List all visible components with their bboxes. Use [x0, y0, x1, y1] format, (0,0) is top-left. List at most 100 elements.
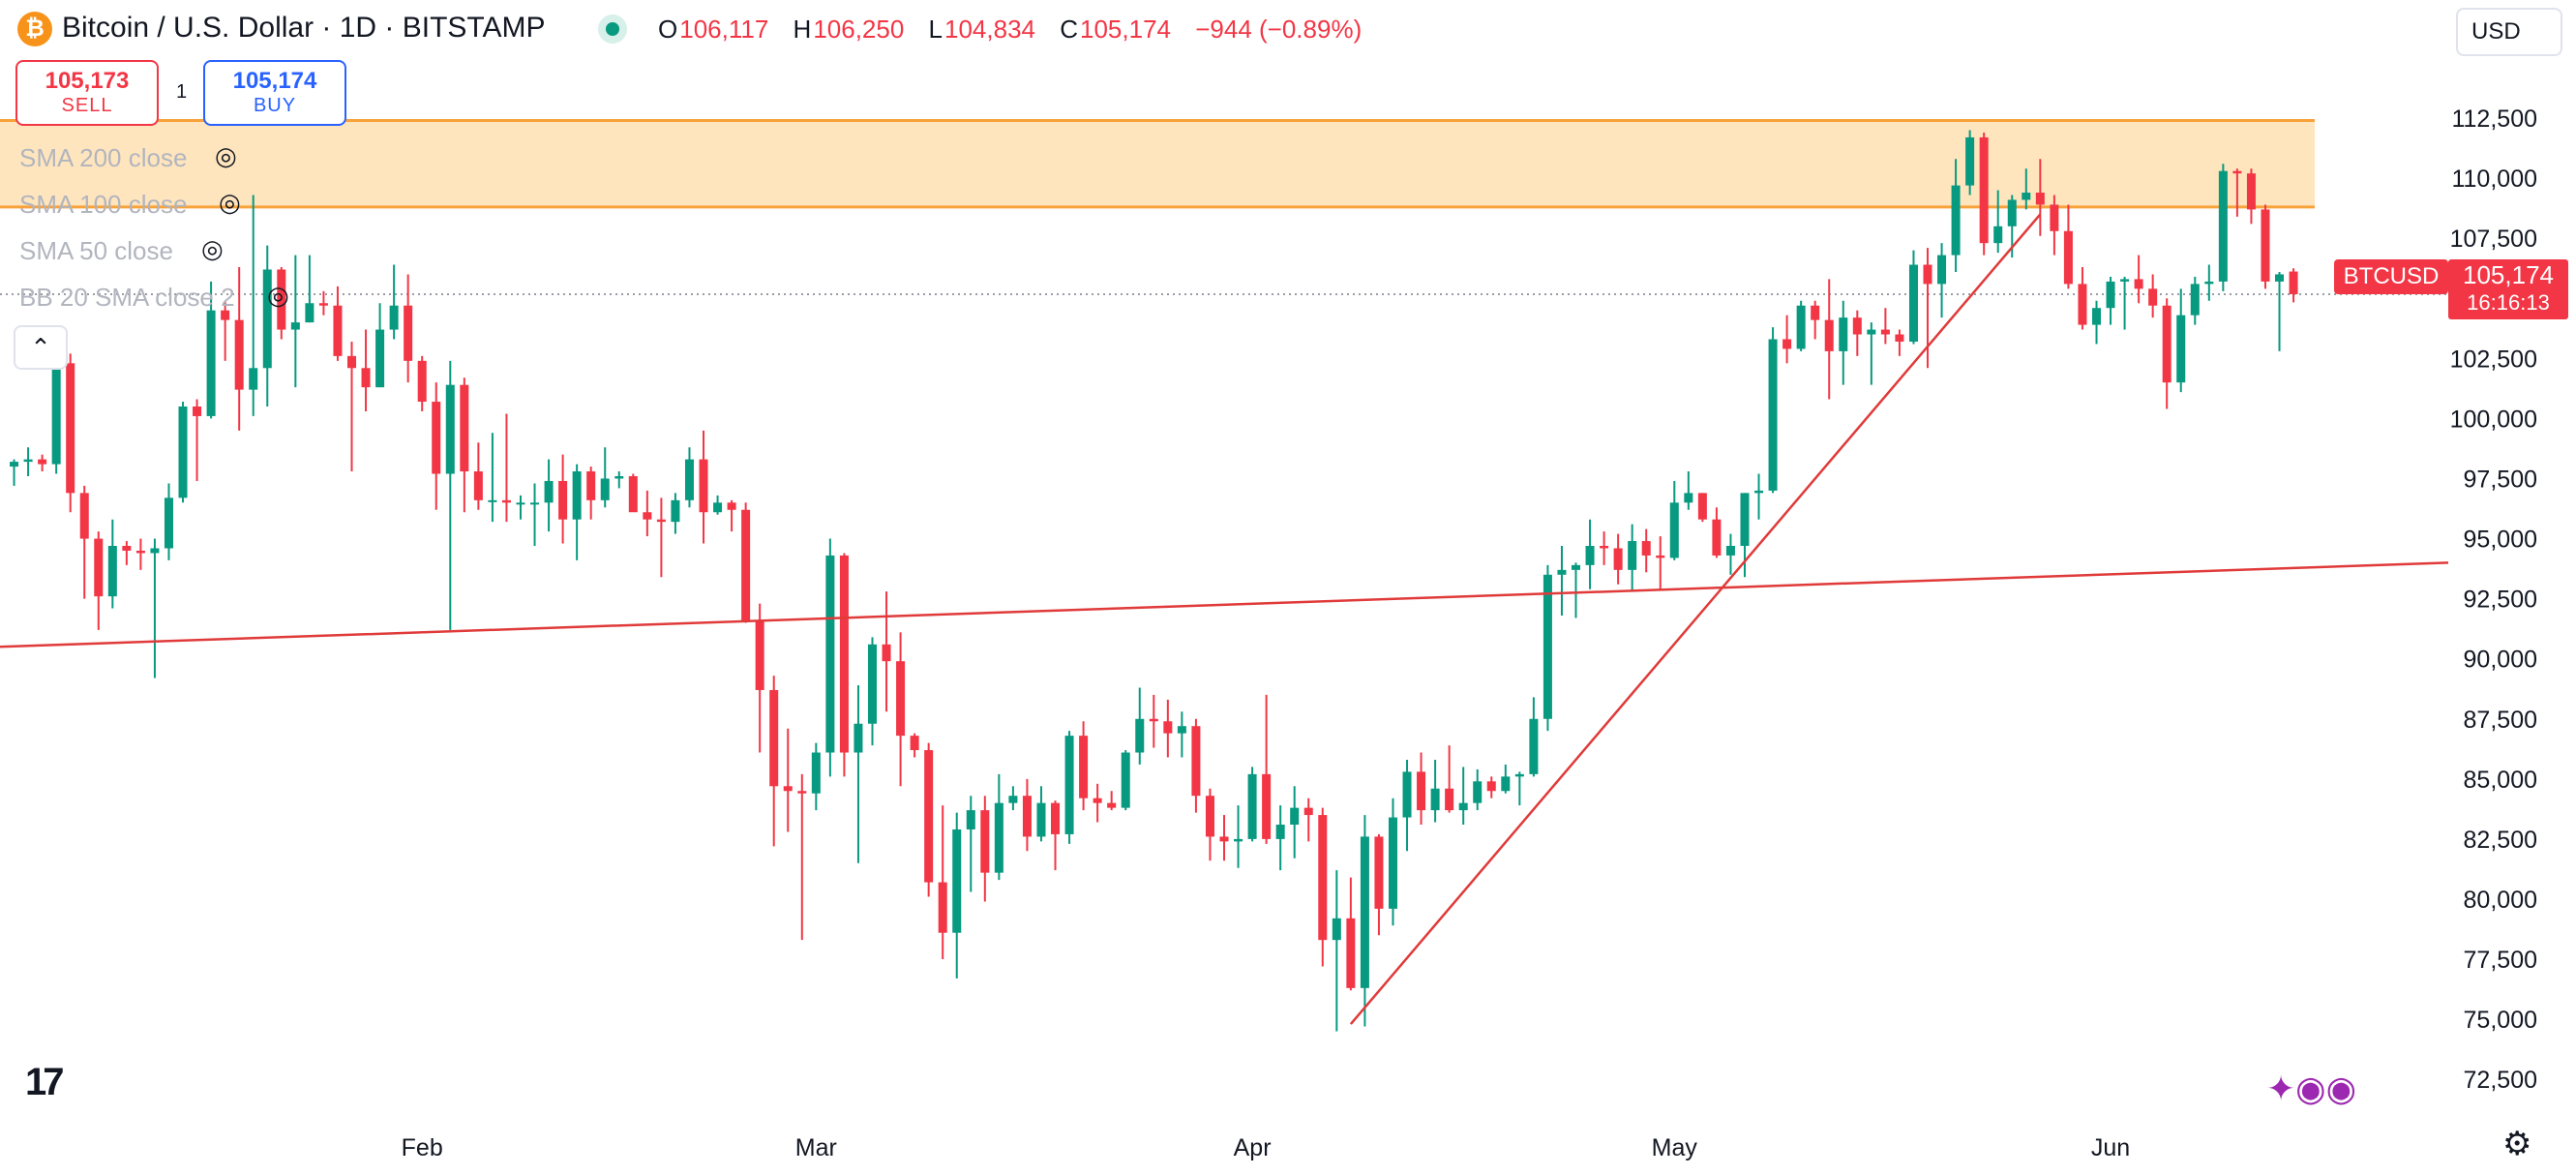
candle-body: [882, 644, 891, 662]
candle-body: [2063, 230, 2073, 285]
x-tick-label: Jun: [2091, 1134, 2130, 1161]
high-value: 106,250: [813, 15, 905, 44]
candle-body: [1782, 339, 1792, 349]
candle-body: [1923, 264, 1932, 285]
close-value: 105,174: [1080, 15, 1171, 44]
y-tick-label: 92,500: [2464, 587, 2537, 614]
candle-body: [1346, 918, 1356, 988]
candle-body: [994, 802, 1003, 873]
candle-body: [2261, 209, 2270, 282]
candle-body: [333, 305, 343, 356]
candle-body: [1740, 493, 1750, 546]
last-price-badge: 105,174 16:16:13: [2448, 259, 2568, 319]
indicator-sma-50[interactable]: SMA 50 close: [19, 236, 173, 265]
candle-body: [1163, 721, 1173, 734]
candle-body: [206, 310, 216, 416]
indicator-bb-20[interactable]: BB 20 SMA close 2: [19, 283, 235, 312]
candle-body: [1247, 773, 1257, 839]
settings-gear-icon[interactable]: ⚙: [2502, 1126, 2532, 1162]
candle-body: [1571, 564, 1581, 570]
candle-body: [769, 689, 779, 787]
candle-body: [530, 502, 540, 505]
candle-body: [1036, 802, 1046, 837]
candle-body: [1079, 736, 1089, 798]
candle-body: [262, 269, 272, 369]
candle-body: [980, 810, 990, 873]
candle-body: [2078, 284, 2087, 325]
currency-selector[interactable]: USD: [2456, 8, 2562, 56]
candle-body: [1430, 788, 1440, 811]
candle-body: [839, 555, 849, 753]
candle-body: [1895, 334, 1904, 342]
candle-body: [825, 555, 835, 753]
candle-body: [1275, 825, 1285, 839]
candle-body: [2204, 281, 2214, 285]
candle-body: [460, 384, 469, 472]
candle-body: [1684, 493, 1693, 503]
candle-body: [1529, 718, 1539, 774]
y-tick-label: 112,500: [2451, 105, 2537, 133]
candle-body: [1937, 255, 1947, 285]
candle-body: [1811, 305, 1820, 320]
candle-body: [1514, 773, 1524, 777]
eye-hidden-icon[interactable]: ◎: [201, 234, 224, 263]
y-tick-label: 77,500: [2464, 947, 2537, 974]
candle-body: [1908, 264, 1918, 342]
candle-body: [1697, 493, 1707, 520]
candle-body: [1318, 815, 1328, 941]
candle-body: [23, 459, 33, 463]
candle-body: [290, 322, 300, 330]
candle-body: [572, 471, 582, 520]
candle-body: [1796, 305, 1806, 349]
eye-hidden-icon[interactable]: ◎: [267, 281, 289, 310]
indicator-sma-200[interactable]: SMA 200 close: [19, 143, 188, 172]
candle-body: [544, 480, 554, 503]
candle-body: [727, 502, 736, 510]
candle-body: [1951, 185, 1961, 256]
y-tick-label: 100,000: [2450, 406, 2537, 433]
candle-body: [2162, 305, 2172, 383]
candle-body: [783, 786, 793, 792]
candle-body: [249, 368, 258, 390]
candle-body: [2275, 274, 2285, 282]
high-label: H: [793, 15, 812, 44]
candle-body: [699, 459, 708, 513]
candle-body: [1656, 555, 1665, 558]
candle-body: [2050, 204, 2059, 231]
candle-body: [404, 305, 413, 361]
candle-body: [445, 384, 455, 474]
tradingview-logo-icon[interactable]: 17: [25, 1061, 64, 1103]
sell-button[interactable]: 105,173 SELL: [15, 60, 159, 126]
y-tick-label: 80,000: [2464, 887, 2537, 914]
candle-body: [79, 493, 89, 539]
candle-body: [417, 360, 427, 403]
buy-button[interactable]: 105,174 BUY: [203, 60, 346, 126]
candle-body: [2232, 170, 2242, 174]
candle-body: [1135, 718, 1145, 753]
eye-hidden-icon[interactable]: ◎: [215, 141, 237, 170]
candle-body: [1149, 718, 1158, 722]
candle-body: [1613, 548, 1623, 570]
y-tick-label: 75,000: [2464, 1007, 2537, 1034]
candle-body: [318, 303, 328, 306]
collapse-legend-button[interactable]: ⌃: [14, 325, 68, 370]
symbol-title[interactable]: Bitcoin / U.S. Dollar · 1D · BITSTAMP: [62, 12, 546, 44]
candle-body: [2106, 281, 2115, 309]
candle-body: [2120, 279, 2130, 282]
candle-body: [221, 310, 230, 320]
assistant-and-flag-icons[interactable]: ✦◉◉: [2266, 1069, 2356, 1108]
eye-hidden-icon[interactable]: ◎: [219, 188, 241, 217]
candle-body: [1417, 771, 1426, 811]
candle-body: [1008, 796, 1018, 803]
y-tick-label: 97,500: [2464, 466, 2537, 493]
candle-body: [122, 546, 132, 551]
candle-body: [741, 509, 751, 620]
candle-body: [1768, 339, 1778, 491]
indicator-sma-100[interactable]: SMA 100 close: [19, 190, 188, 219]
y-tick-label: 102,500: [2450, 346, 2537, 373]
candle-body: [2289, 271, 2298, 294]
candle-body: [375, 329, 385, 388]
candle-body: [671, 499, 680, 523]
